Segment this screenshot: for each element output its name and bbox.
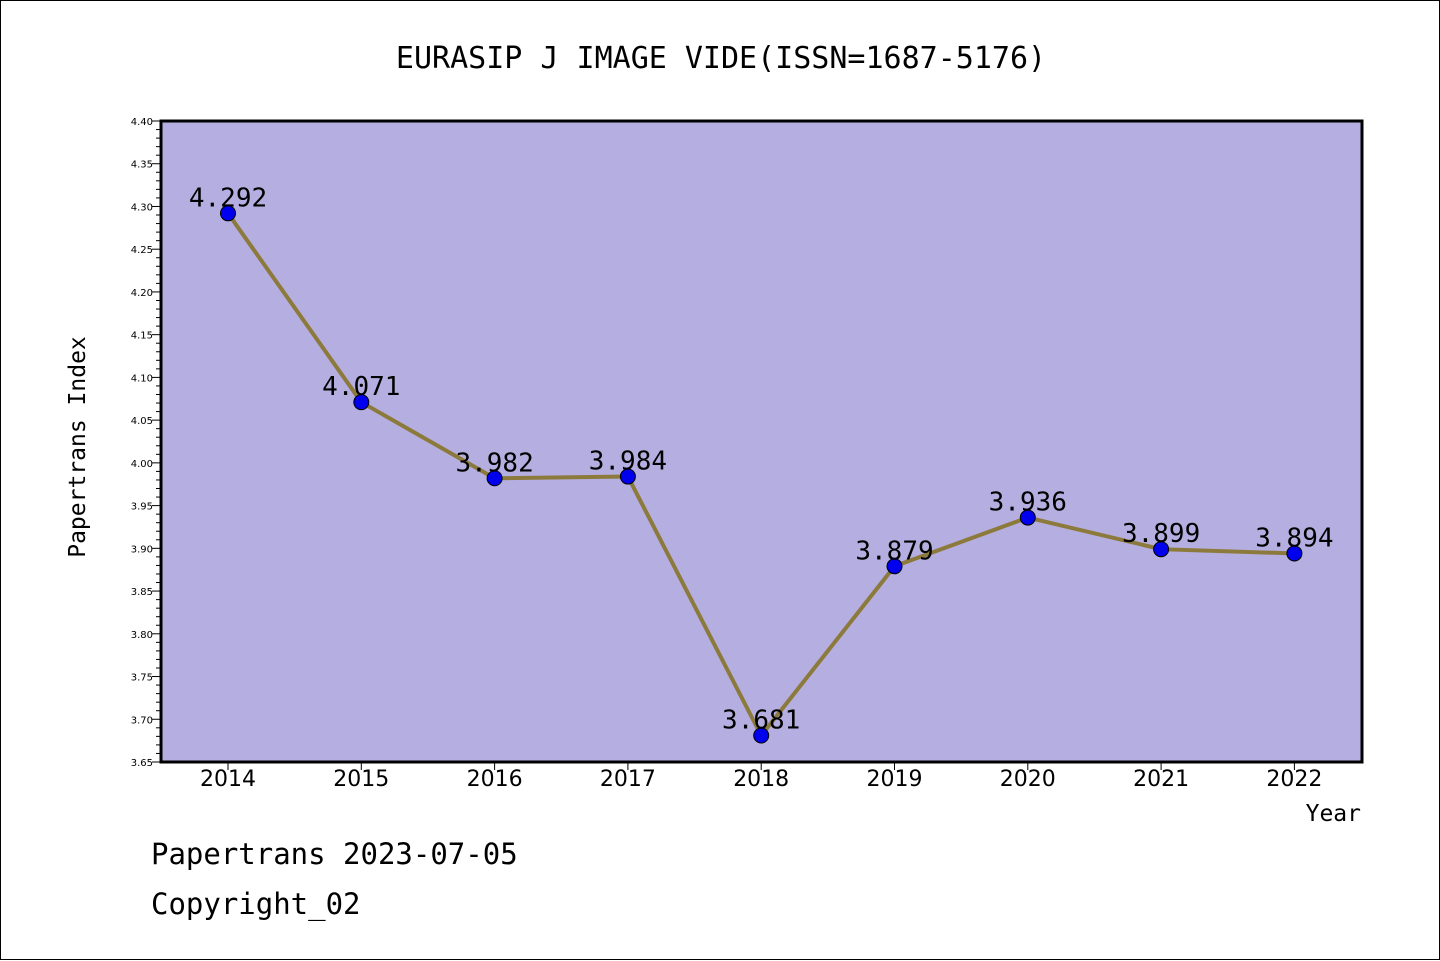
data-point: [1153, 541, 1170, 558]
x-tick-label: 2016: [467, 767, 523, 792]
y-tick-label: 4.40: [131, 117, 153, 128]
x-tick-label: 2019: [867, 767, 923, 792]
x-axis-label: Year: [1306, 801, 1361, 827]
data-point: [486, 470, 503, 487]
y-tick-label: 4.20: [131, 288, 153, 299]
data-label: 3.879: [855, 536, 933, 566]
y-tick-label: 4.05: [131, 416, 153, 427]
y-tick-label: 4.25: [131, 245, 153, 256]
x-tick-label: 2014: [200, 767, 256, 792]
data-label: 3.681: [722, 706, 800, 736]
data-label: 3.982: [455, 448, 533, 478]
data-point: [353, 394, 370, 411]
plot-area: [159, 119, 1364, 764]
y-tick-label: 3.70: [131, 715, 153, 726]
y-tick-label: 4.35: [131, 160, 153, 171]
x-axis: 2014 2015 2016 2017 2018 2019 2020 2021 2022: [200, 762, 1322, 792]
y-tick-label: 4.00: [131, 459, 153, 470]
y-tick-label: 3.80: [131, 630, 153, 641]
y-tick-label: 3.95: [131, 502, 153, 513]
data-label: 4.292: [189, 183, 267, 213]
y-tick-label: 3.65: [131, 758, 153, 769]
footer-date: Papertrans 2023-07-05: [151, 837, 518, 871]
y-axis-label: Papertrans Index: [65, 336, 91, 558]
y-tick-label: 4.15: [131, 331, 153, 342]
data-point: [1019, 509, 1036, 526]
data-point: [753, 727, 770, 744]
y-tick-label: 3.85: [131, 587, 153, 598]
x-tick-label: 2022: [1266, 767, 1322, 792]
data-point: [1286, 545, 1303, 562]
data-label: 3.899: [1122, 519, 1200, 549]
data-label: 3.984: [589, 447, 667, 477]
y-tick-label: 4.10: [131, 373, 153, 384]
series-group: 4.292 4.071 3.982 3.984 3.681 3.879 3.936 3.899…: [189, 183, 1334, 744]
x-tick-label: 2018: [733, 767, 789, 792]
y-tick-label: 3.90: [131, 544, 153, 555]
x-tick-label: 2015: [333, 767, 389, 792]
data-label: 4.071: [322, 372, 400, 402]
data-point: [619, 468, 636, 485]
x-tick-label: 2021: [1133, 767, 1189, 792]
y-tick-label: 4.30: [131, 202, 153, 213]
y-axis: 3.65 3.70 3.75 3.80 3.85 3.90 3.95 4.00 4.05 4.10…: [131, 117, 161, 769]
data-point: [886, 558, 903, 575]
x-tick-label: 2017: [600, 767, 656, 792]
y-tick-label: 3.75: [131, 673, 153, 684]
data-label: 3.894: [1255, 523, 1333, 553]
x-tick-label: 2020: [1000, 767, 1056, 792]
chart-title: EURASIP J IMAGE VIDE(ISSN=1687-5176): [396, 41, 1046, 76]
footer-copyright: Copyright_02: [151, 887, 361, 922]
data-point: [220, 205, 236, 222]
data-label: 3.936: [989, 488, 1067, 518]
